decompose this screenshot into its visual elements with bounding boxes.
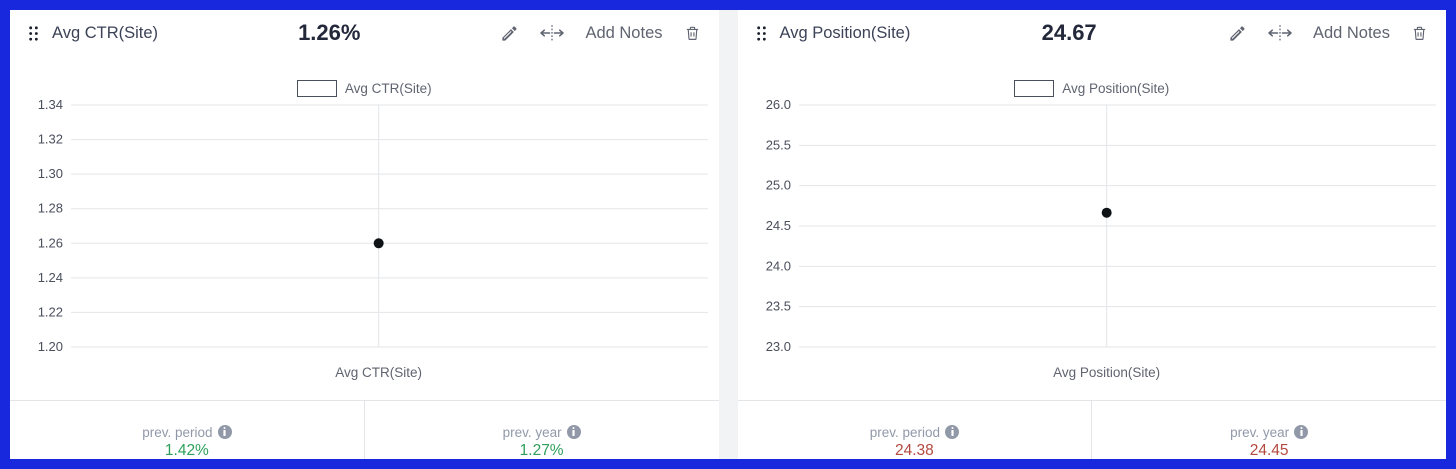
svg-text:24.5: 24.5 — [765, 218, 790, 233]
svg-text:1.24: 1.24 — [38, 270, 63, 285]
svg-text:1.30: 1.30 — [38, 166, 63, 181]
svg-text:26.0: 26.0 — [765, 99, 790, 112]
svg-text:24.0: 24.0 — [765, 258, 790, 273]
svg-text:1.28: 1.28 — [38, 201, 63, 216]
svg-text:1.20: 1.20 — [38, 339, 63, 354]
svg-text:1.32: 1.32 — [38, 132, 63, 147]
svg-text:23.0: 23.0 — [765, 339, 790, 354]
svg-text:Avg CTR(Site): Avg CTR(Site) — [335, 365, 422, 380]
svg-text:25.5: 25.5 — [765, 137, 790, 152]
svg-text:1.22: 1.22 — [38, 304, 63, 319]
svg-text:1.26: 1.26 — [38, 235, 63, 250]
svg-text:1.34: 1.34 — [38, 99, 63, 112]
svg-text:Avg Position(Site): Avg Position(Site) — [1053, 365, 1160, 380]
svg-text:25.0: 25.0 — [765, 178, 790, 193]
svg-text:23.5: 23.5 — [765, 299, 790, 314]
